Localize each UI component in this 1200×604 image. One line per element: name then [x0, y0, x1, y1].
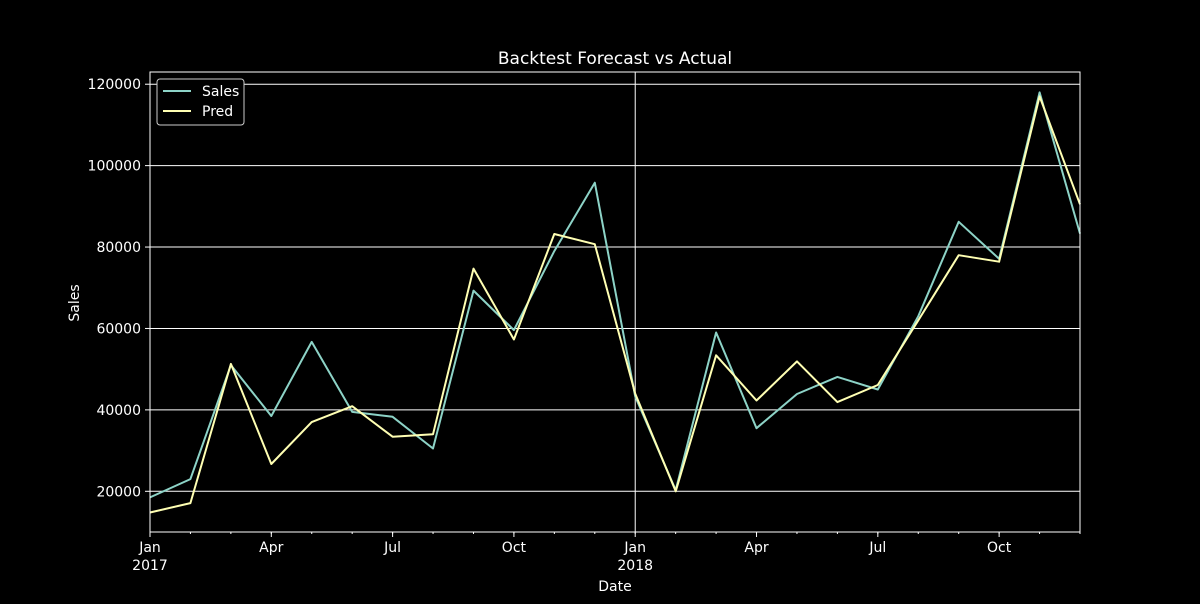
y-axis-ticks: 20000 40000 60000 80000 100000 120000: [88, 77, 150, 500]
x-tick-label: Jul: [383, 540, 401, 556]
legend-label-pred: Pred: [202, 104, 233, 120]
y-axis-label: Sales: [67, 284, 83, 321]
x-tick-label: Apr: [744, 540, 768, 556]
x-tick-year-label: 2017: [132, 558, 168, 574]
series-lines: [149, 91, 1081, 514]
y-tick-label: 60000: [96, 321, 141, 337]
y-tick-label: 120000: [88, 77, 141, 93]
x-tick-label: Oct: [502, 540, 527, 556]
series-line-sales: [149, 91, 1081, 499]
y-tick-label: 80000: [96, 240, 141, 256]
x-tick-label: Jan: [138, 540, 161, 556]
y-tick-label: 20000: [96, 484, 141, 500]
x-tick-year-label: 2018: [617, 558, 653, 574]
plot-area-frame: [149, 71, 1081, 533]
x-tick-label: Jan: [623, 540, 646, 556]
legend-label-sales: Sales: [202, 84, 239, 100]
y-tick-label: 40000: [96, 403, 141, 419]
x-axis-label: Date: [598, 579, 631, 595]
series-line-pred: [149, 95, 1081, 514]
y-tick-label: 100000: [88, 159, 141, 175]
x-axis-ticks: Jan 2017 Apr Jul Oct Jan 2018 Apr Jul Oct: [132, 532, 1081, 574]
legend: Sales Pred: [156, 78, 245, 126]
chart-title: Backtest Forecast vs Actual: [498, 49, 732, 69]
x-tick-label: Jul: [868, 540, 886, 556]
grid-lines: [149, 72, 1080, 532]
x-tick-label: Apr: [259, 540, 283, 556]
x-tick-label: Oct: [987, 540, 1012, 556]
